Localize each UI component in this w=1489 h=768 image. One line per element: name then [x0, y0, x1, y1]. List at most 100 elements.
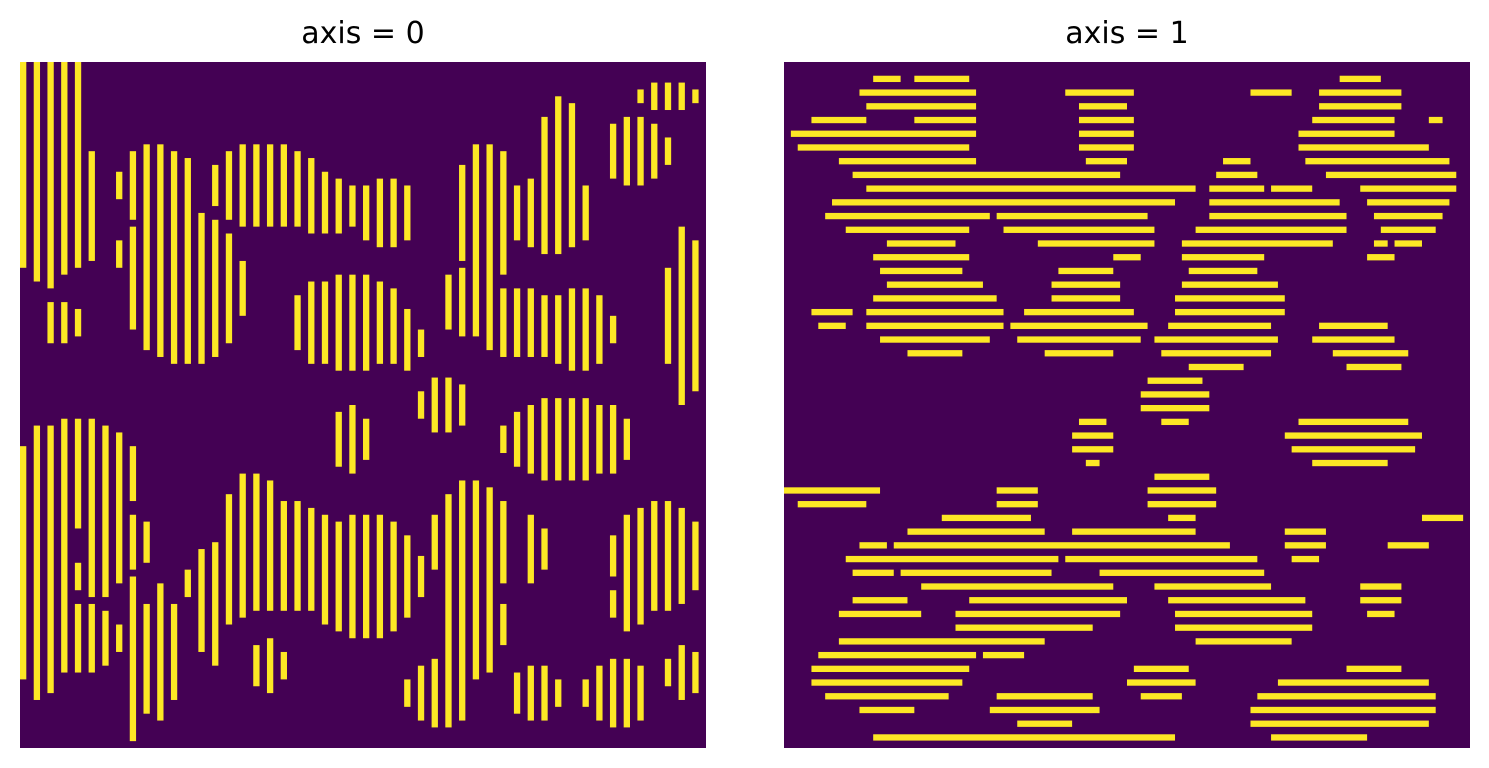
mask-segment: [996, 212, 1148, 220]
mask-segment: [1332, 350, 1409, 357]
mask-segment: [692, 651, 699, 694]
mask-segment: [61, 302, 68, 344]
mask-segment: [637, 665, 644, 721]
mask-segment: [866, 308, 1004, 316]
mask-segment: [1319, 322, 1388, 329]
mask-segment: [873, 75, 901, 83]
mask-segment: [500, 501, 507, 584]
mask-segment: [873, 254, 970, 261]
mask-segment: [1360, 583, 1402, 590]
mask-segment: [1346, 363, 1402, 371]
mask-segment: [623, 418, 630, 460]
mask-segment: [266, 144, 274, 227]
mask-segment: [596, 405, 603, 474]
mask-segment: [1284, 528, 1326, 535]
mask-segment: [1312, 116, 1395, 124]
mask-segment: [404, 679, 411, 707]
mask-segment: [568, 103, 576, 248]
mask-segment: [873, 734, 1176, 741]
mask-segment: [996, 487, 1038, 494]
mask-segment: [266, 480, 274, 611]
mask-segment: [390, 178, 397, 248]
mask-segment: [225, 151, 233, 220]
mask-segment: [664, 267, 672, 364]
mask-segment: [1147, 501, 1217, 508]
mask-segment: [335, 411, 342, 467]
mask-segment: [1298, 418, 1409, 426]
mask-segment: [811, 665, 970, 672]
mask-segment: [88, 603, 95, 673]
mask-segment: [969, 597, 1127, 604]
mask-segment: [253, 473, 260, 611]
mask-segment: [1147, 487, 1217, 494]
mask-segment: [886, 240, 956, 247]
mask-segment: [157, 144, 164, 357]
mask-segment: [225, 233, 233, 344]
mask-segment: [811, 679, 963, 686]
mask-segment: [678, 82, 685, 111]
mask-segment: [1113, 254, 1141, 261]
mask-segment: [1257, 693, 1436, 700]
mask-segment: [500, 151, 507, 275]
mask-segment: [1154, 473, 1210, 480]
heatmap-background: [20, 62, 706, 748]
mask-segment: [459, 384, 466, 426]
mask-segment: [390, 521, 397, 632]
mask-segment: [184, 158, 191, 364]
mask-segment: [363, 418, 370, 460]
mask-segment: [116, 432, 123, 584]
mask-segment: [1072, 432, 1114, 439]
mask-segment: [914, 75, 970, 83]
mask-segment: [797, 501, 867, 508]
mask-segment: [1072, 528, 1196, 535]
mask-segment: [900, 569, 1052, 576]
mask-segment: [129, 151, 137, 220]
mask-segment: [527, 665, 534, 721]
mask-segment: [239, 473, 246, 618]
mask-segment: [486, 144, 493, 351]
mask-segment: [1078, 418, 1107, 426]
mask-segment: [866, 322, 1004, 329]
mask-segment: [1367, 199, 1450, 206]
mask-segment: [790, 130, 977, 137]
mask-segment: [1017, 720, 1073, 727]
mask-segment: [555, 96, 562, 255]
mask-segment: [1298, 144, 1429, 151]
mask-segment: [825, 212, 990, 220]
mask-segment: [184, 569, 191, 598]
mask-segment: [989, 706, 1100, 714]
mask-segment: [198, 212, 205, 364]
mask-segment: [61, 418, 68, 673]
mask-segment: [866, 103, 977, 110]
mask-segment: [349, 274, 356, 371]
mask-segment: [907, 350, 963, 357]
mask-segment: [852, 597, 908, 604]
mask-segment: [74, 418, 82, 529]
mask-segment: [47, 62, 54, 289]
mask-segment: [541, 295, 548, 357]
heatmap-background: [784, 62, 1470, 748]
mask-segment: [1154, 583, 1272, 590]
mask-segment: [253, 144, 260, 227]
mask-segment: [33, 425, 41, 700]
mask-segment: [838, 158, 977, 165]
mask-segment: [1168, 597, 1306, 604]
mask-segment: [1373, 212, 1443, 220]
mask-segment: [1360, 597, 1402, 604]
mask-segment: [143, 603, 150, 714]
mask-segment: [825, 693, 949, 700]
mask-segment: [832, 199, 1176, 206]
mask-segment: [212, 219, 219, 357]
mask-segment: [1387, 542, 1429, 549]
mask-segment: [459, 267, 466, 337]
mask-segment: [198, 549, 205, 652]
mask-segment: [1394, 240, 1422, 247]
mask-segment: [893, 542, 1230, 549]
mask-segment: [376, 281, 384, 364]
mask-segment: [527, 405, 534, 474]
mask-segment: [838, 610, 922, 618]
mask-segment: [1065, 555, 1258, 563]
mask-segment: [1216, 171, 1258, 179]
mask-segment: [1380, 226, 1436, 233]
mask-segment: [527, 178, 534, 248]
